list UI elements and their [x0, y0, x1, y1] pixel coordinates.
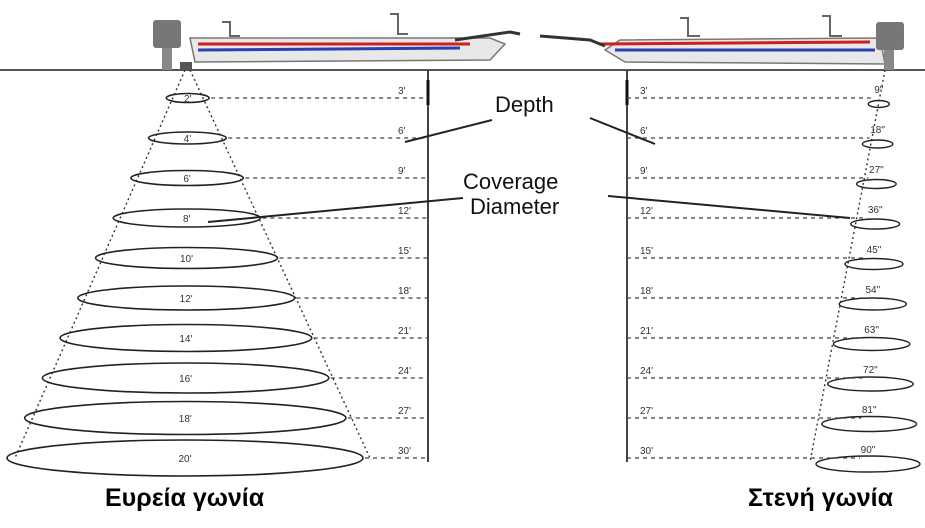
left-boat-seat-icon [390, 13, 408, 35]
wide-depth-label: 6' [398, 126, 406, 137]
narrow-depth-label: 30' [640, 446, 653, 457]
wide-depth-label: 12' [398, 206, 411, 217]
right-boat-seat-icon [680, 17, 700, 37]
narrow-depth-label: 24' [640, 366, 653, 377]
wide-depth-label: 24' [398, 366, 411, 377]
wide-diameter-label: 8' [183, 214, 191, 225]
narrow-coverage-ellipse [832, 336, 911, 352]
wide-depth-label: 30' [398, 446, 411, 457]
left-trolling-motor-icon [454, 30, 521, 42]
narrow-diameter-label: 36" [868, 205, 883, 216]
wide-depth-label: 15' [398, 246, 411, 257]
coverage-leader-line-right [607, 195, 851, 219]
narrow-depth-label: 6' [640, 126, 648, 137]
narrow-depth-label: 15' [640, 246, 653, 257]
wide-diameter-label: 14' [179, 334, 192, 345]
narrow-depth-label: 9' [640, 166, 648, 177]
narrow-diameter-label: 72" [863, 365, 878, 376]
narrow-coverage-ellipse [815, 455, 921, 473]
narrow-coverage-ellipse [826, 376, 914, 392]
narrow-depth-label: 3' [640, 86, 648, 97]
narrow-diameter-label: 90" [861, 445, 876, 456]
narrow-diameter-label: 9" [874, 85, 884, 96]
wide-diameter-label: 6' [183, 174, 191, 185]
narrow-coverage-ellipse [861, 139, 894, 149]
wide-diameter-label: 4' [184, 134, 192, 145]
right-trolling-motor-icon [539, 34, 606, 48]
narrow-diameter-label: 63" [864, 325, 879, 336]
narrow-diameter-label: 81" [862, 405, 877, 416]
depth-rows: 3' 2' 3' 9" 6' 4' 6' 18" 9' 6' 9' 27" 12' 8' 12' 36" 15'… [6, 85, 921, 477]
narrow-coverage-ellipse [821, 415, 918, 433]
wide-coverage-ellipse [6, 439, 364, 477]
narrow-coverage-ellipse [844, 257, 904, 271]
wide-coverage-ellipse [147, 131, 227, 145]
left-boat [153, 13, 521, 70]
narrow-beam-left-edge [809, 69, 886, 463]
depth-leader-line-left [404, 119, 493, 143]
narrow-depth-label: 27' [640, 406, 653, 417]
left-outboard-shaft [162, 48, 172, 70]
wide-beam-left-edge [14, 69, 186, 459]
left-outboard-motor-icon [153, 20, 181, 48]
wide-coverage-ellipse [23, 400, 347, 436]
wide-coverage-ellipse [76, 285, 296, 311]
left-boat-blue-stripe [197, 46, 461, 52]
narrow-diameter-label: 27" [869, 165, 884, 176]
right-boat-red-stripe [599, 40, 871, 46]
right-boat [539, 15, 904, 70]
wide-depth-label: 3' [398, 86, 406, 97]
narrow-coverage-ellipse [838, 297, 908, 311]
wide-depth-label: 27' [398, 406, 411, 417]
depth-label: Depth [495, 92, 554, 117]
narrow-coverage-ellipse [867, 99, 891, 109]
coverage-leader-line-left [207, 197, 464, 223]
wide-coverage-ellipse [59, 323, 313, 353]
wide-beam-right-edge [189, 69, 371, 459]
right-outboard-shaft [884, 50, 894, 70]
wide-diameter-label: 2' [184, 94, 192, 105]
wide-depth-label: 21' [398, 326, 411, 337]
narrow-depth-label: 12' [640, 206, 653, 217]
wide-coverage-ellipse [130, 169, 245, 187]
wide-diameter-label: 12' [180, 294, 193, 305]
wide-diameter-label: 16' [179, 374, 192, 385]
left-transducer-icon [180, 62, 192, 70]
right-boat-seat-icon [822, 15, 842, 37]
left-boat-seat-icon [222, 21, 240, 37]
narrow-coverage-ellipse [850, 218, 901, 230]
narrow-coverage-ellipse [855, 178, 897, 190]
coverage-label-line1: Coverage [463, 169, 558, 194]
depth-leader-line-right [589, 117, 656, 145]
wide-diameter-label: 20' [178, 454, 191, 465]
coverage-label-line2: Diameter [470, 194, 559, 219]
narrow-depth-label: 18' [640, 286, 653, 297]
narrow-diameter-label: 18" [870, 125, 885, 136]
narrow-diameter-label: 45" [867, 245, 882, 256]
wide-diameter-label: 18' [179, 414, 192, 425]
wide-coverage-ellipse [94, 246, 279, 270]
wide-diameter-label: 10' [180, 254, 193, 265]
wide-coverage-ellipse [41, 362, 330, 394]
right-outboard-motor-icon [876, 22, 904, 50]
wide-angle-caption: Ευρεία γωνία [105, 484, 265, 512]
wide-depth-label: 9' [398, 166, 406, 177]
wide-coverage-ellipse [165, 92, 210, 104]
narrow-depth-label: 21' [640, 326, 653, 337]
narrow-angle-caption: Στενή γωνία [748, 484, 893, 512]
narrow-diameter-label: 54" [865, 285, 880, 296]
wide-depth-label: 18' [398, 286, 411, 297]
